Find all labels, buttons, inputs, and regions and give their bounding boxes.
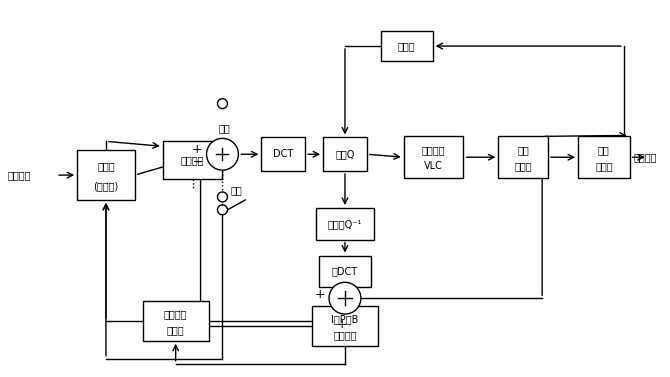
Bar: [498, 136, 548, 178]
Bar: [261, 137, 305, 171]
Circle shape: [329, 282, 361, 314]
Bar: [316, 208, 374, 240]
Text: +: +: [336, 318, 347, 331]
Text: 多路: 多路: [517, 145, 529, 155]
Bar: [143, 301, 208, 341]
Text: 帧内: 帧内: [218, 123, 230, 133]
Text: 帧改组: 帧改组: [97, 161, 115, 171]
Text: 变长编码: 变长编码: [422, 145, 446, 155]
Text: 视频输入: 视频输入: [7, 170, 31, 180]
Text: 编码输出: 编码输出: [634, 152, 657, 162]
Text: 调整器: 调整器: [398, 41, 415, 51]
Text: 反DCT: 反DCT: [332, 267, 358, 276]
Text: 运动预测: 运动预测: [164, 309, 188, 319]
Text: 反量化Q⁻¹: 反量化Q⁻¹: [328, 219, 362, 229]
Text: 比较运算: 比较运算: [181, 155, 204, 165]
Text: DCT: DCT: [273, 149, 293, 159]
Bar: [77, 150, 135, 200]
Bar: [319, 256, 371, 287]
Bar: [578, 136, 630, 178]
Circle shape: [206, 138, 239, 170]
Text: 帧存储器: 帧存储器: [333, 330, 356, 340]
Text: 量化Q: 量化Q: [335, 149, 354, 159]
Text: I、P、B: I、P、B: [331, 314, 358, 324]
Text: 和补偿: 和补偿: [167, 325, 184, 335]
Text: 帧间: 帧间: [230, 185, 242, 195]
Circle shape: [218, 192, 227, 202]
Text: −: −: [193, 156, 204, 169]
Text: 混合器: 混合器: [515, 161, 532, 172]
Text: VLC: VLC: [424, 161, 443, 172]
Text: 缓冲器: 缓冲器: [595, 161, 612, 172]
Circle shape: [218, 205, 227, 215]
Text: 输出: 输出: [598, 145, 610, 155]
Text: (帧重排): (帧重排): [93, 181, 119, 191]
Bar: [404, 136, 464, 178]
Bar: [312, 306, 378, 346]
Text: +: +: [192, 143, 202, 156]
Bar: [163, 141, 222, 179]
Bar: [323, 137, 367, 171]
Text: +: +: [314, 288, 325, 301]
Bar: [381, 31, 433, 61]
Circle shape: [218, 99, 227, 109]
